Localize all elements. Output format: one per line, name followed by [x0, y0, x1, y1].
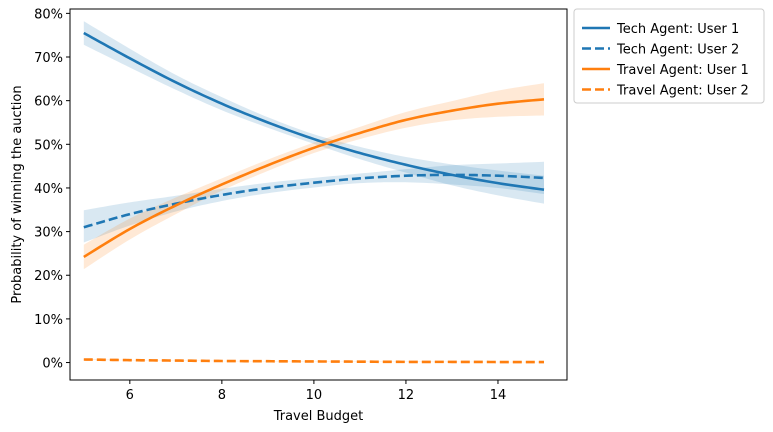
legend: Tech Agent: User 1 Tech Agent: User 2 Trav…	[573, 8, 765, 104]
series-line-tech-agent-user-2	[83, 173, 545, 229]
legend-label-travel-agent-user-1: Travel Agent: User 1	[616, 63, 749, 78]
legend-label-tech-agent-user-2: Tech Agent: User 2	[616, 43, 739, 58]
legend-label-travel-agent-user-2: Travel Agent: User 2	[616, 84, 749, 99]
legend-label-tech-agent-user-1: Tech Agent: User 1	[616, 22, 739, 37]
series-line-tech-agent-user-1	[83, 31, 545, 191]
y-tick-label: 40%	[34, 182, 63, 197]
x-axis-label: Travel Budget	[273, 409, 364, 424]
x-tick-label: 12	[398, 388, 415, 403]
y-tick-label: 60%	[34, 95, 63, 110]
ci-band-tech-agent-user-2	[83, 161, 544, 243]
x-tick-label: 6	[126, 388, 134, 403]
ci-band-tech-agent-user-1	[83, 21, 544, 204]
plot-frame	[69, 8, 568, 381]
x-tick-label: 14	[490, 388, 507, 403]
legend-box	[573, 8, 765, 104]
y-tick-label: 30%	[34, 226, 63, 241]
confidence-bands	[83, 21, 544, 363]
ci-band-travel-agent-user-1	[83, 83, 544, 270]
series-line-travel-agent-user-2	[83, 358, 544, 364]
series-lines	[83, 31, 545, 364]
y-tick-label: 70%	[34, 51, 63, 66]
y-tick-label: 0%	[42, 357, 63, 372]
y-axis: 0% 10% 20% 30% 40% 50% 60% 70% 80%	[34, 7, 70, 372]
y-tick-label: 80%	[34, 7, 63, 22]
x-axis: 6 8 10 12 14	[126, 380, 507, 403]
y-axis-label: Probability of winning the auction	[10, 85, 25, 303]
y-tick-label: 20%	[34, 269, 63, 284]
x-tick-label: 8	[218, 388, 226, 403]
series-line-travel-agent-user-1	[83, 98, 545, 259]
x-tick-label: 10	[306, 388, 323, 403]
y-tick-label: 10%	[34, 313, 63, 328]
y-tick-label: 50%	[34, 138, 63, 153]
